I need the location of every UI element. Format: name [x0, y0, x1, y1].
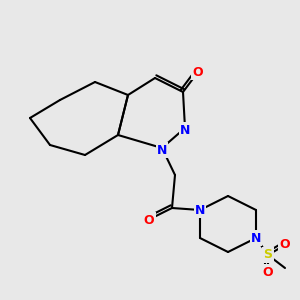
Text: O: O: [193, 65, 203, 79]
Text: N: N: [195, 203, 205, 217]
Text: N: N: [157, 143, 167, 157]
Text: O: O: [280, 238, 290, 251]
Text: N: N: [251, 232, 261, 244]
Text: O: O: [263, 266, 273, 278]
Text: N: N: [180, 124, 190, 136]
Text: O: O: [144, 214, 154, 226]
Text: S: S: [263, 248, 272, 262]
